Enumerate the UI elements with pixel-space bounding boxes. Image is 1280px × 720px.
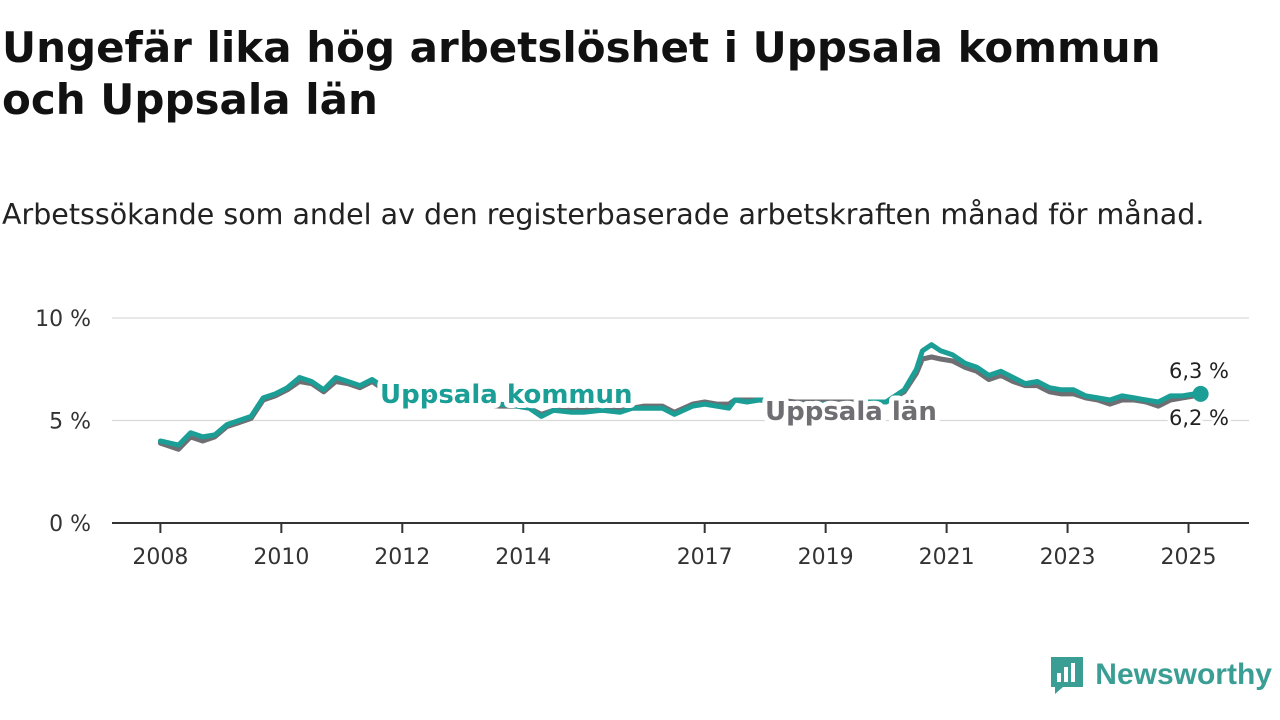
end-label-uppsala-kommun: 6,3 % xyxy=(1169,359,1229,383)
x-tick-label: 2008 xyxy=(132,545,188,570)
newsworthy-logo-icon xyxy=(1051,657,1084,694)
y-tick-label: 5 % xyxy=(49,410,91,435)
x-tick-label: 2021 xyxy=(919,545,975,570)
series-label-uppsala-lan: Uppsala län xyxy=(765,397,937,427)
x-tick-label: 2012 xyxy=(374,545,430,570)
end-point-uppsala-kommun xyxy=(1192,385,1209,402)
series-lines xyxy=(157,342,1204,452)
x-tick-label: 2014 xyxy=(495,545,551,570)
x-axis-ticks: 2008 2010 2012 2014 2017 2019 2021 2023 2025 xyxy=(132,523,1217,570)
y-axis-ticks: 0 % 5 % 10 % xyxy=(35,307,91,537)
x-tick-label: 2010 xyxy=(253,545,309,570)
y-tick-label: 10 % xyxy=(35,307,91,332)
series-line-kommun xyxy=(157,342,1204,448)
series-labels: Uppsala kommun Uppsala län xyxy=(375,375,942,432)
brand-name: Newsworthy xyxy=(1095,658,1272,691)
gridlines xyxy=(112,317,1249,422)
end-markers: 6,3 % 6,2 % xyxy=(1166,356,1232,433)
series-line-lan xyxy=(157,354,1204,452)
chart-subtitle: Arbetssökande som andel av den registerb… xyxy=(2,198,1205,231)
chart-title: Ungefär lika hög arbetslöshet i Uppsala … xyxy=(2,23,1161,124)
x-tick-label: 2019 xyxy=(798,545,854,570)
series-label-uppsala-kommun: Uppsala kommun xyxy=(380,380,633,410)
x-tick-label: 2017 xyxy=(677,545,733,570)
x-tick-label: 2023 xyxy=(1040,545,1096,570)
y-tick-label: 0 % xyxy=(49,512,91,537)
end-label-uppsala-lan: 6,2 % xyxy=(1169,406,1229,430)
x-tick-label: 2025 xyxy=(1161,545,1217,570)
brand-logo: Newsworthy xyxy=(1049,654,1272,696)
